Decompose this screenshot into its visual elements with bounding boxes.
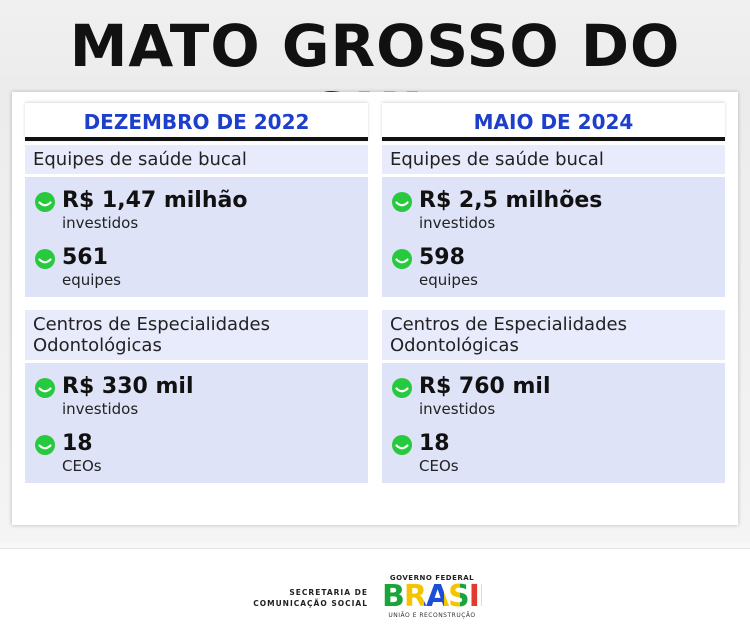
section-label: Centros de Especialidades Odontológicas (382, 310, 725, 360)
stat: R$ 1,47 milhão investidos (35, 187, 360, 232)
section-items: R$ 760 mil investidos 18 CEOs (382, 363, 725, 483)
stat-value: 18 (62, 431, 93, 456)
logo-brand: BRASIL (382, 579, 498, 614)
stat-caption: equipes (62, 271, 121, 289)
stat-value: R$ 330 mil (62, 374, 194, 399)
column: DEZEMBRO DE 2022 Equipes de saúde bucal R$… (25, 103, 368, 483)
smile-icon (392, 192, 412, 216)
stat-value: R$ 1,47 milhão (62, 188, 248, 213)
column-header: MAIO DE 2024 (382, 103, 725, 141)
section-items: R$ 2,5 milhões investidos 598 equipes (382, 177, 725, 297)
secretaria-line: COMUNICAÇÃO SOCIAL (253, 599, 368, 608)
stat-value: 18 (419, 431, 450, 456)
stat: 18 CEOs (35, 430, 360, 475)
stat-caption: CEOs (62, 457, 102, 475)
section-items: R$ 330 mil investidos 18 CEOs (25, 363, 368, 483)
stat: 18 CEOs (392, 430, 717, 475)
stat: 598 equipes (392, 244, 717, 289)
section: Equipes de saúde bucal R$ 1,47 milhão inve… (25, 145, 368, 297)
column-header: DEZEMBRO DE 2022 (25, 103, 368, 141)
column: MAIO DE 2024 Equipes de saúde bucal R$ 2,5… (382, 103, 725, 483)
stat-caption: investidos (419, 400, 496, 418)
section: Centros de Especialidades Odontológicas R… (382, 310, 725, 483)
secretaria: SECRETARIA DE COMUNICAÇÃO SOCIAL (253, 587, 368, 609)
section-label: Equipes de saúde bucal (25, 145, 368, 174)
stat-value: R$ 2,5 milhões (419, 188, 603, 213)
secretaria-line: SECRETARIA DE (289, 588, 368, 597)
section: Equipes de saúde bucal R$ 2,5 milhões inve… (382, 145, 725, 297)
stat-value: R$ 760 mil (419, 374, 551, 399)
section: Centros de Especialidades Odontológicas R… (25, 310, 368, 483)
stat-caption: investidos (62, 400, 139, 418)
logo: GOVERNO FEDERAL BRASIL UNIÃO E RECONSTRU… (382, 574, 498, 619)
stat: 561 equipes (35, 244, 360, 289)
logo-top: GOVERNO FEDERAL (389, 574, 475, 582)
smile-icon (35, 435, 55, 459)
stat: R$ 760 mil investidos (392, 373, 717, 418)
section-label: Equipes de saúde bucal (382, 145, 725, 174)
smile-icon (35, 249, 55, 273)
smile-icon (35, 192, 55, 216)
smile-icon (392, 378, 412, 402)
stat-caption: equipes (419, 271, 478, 289)
smile-icon (35, 378, 55, 402)
smile-icon (392, 435, 412, 459)
stat-caption: investidos (62, 214, 139, 232)
stat-caption: CEOs (419, 457, 459, 475)
stat-value: 598 (419, 245, 465, 270)
section-label: Centros de Especialidades Odontológicas (25, 310, 368, 360)
section-items: R$ 1,47 milhão investidos 561 equipes (25, 177, 368, 297)
card: DEZEMBRO DE 2022 Equipes de saúde bucal R$… (12, 92, 738, 525)
stat: R$ 2,5 milhões investidos (392, 187, 717, 232)
smile-icon (392, 249, 412, 273)
stat-caption: investidos (419, 214, 496, 232)
footer: SECRETARIA DE COMUNICAÇÃO SOCIAL GOVERNO… (0, 548, 750, 628)
stat: R$ 330 mil investidos (35, 373, 360, 418)
stat-value: 561 (62, 245, 108, 270)
logo-bottom: UNIÃO E RECONSTRUÇÃO (388, 612, 476, 619)
